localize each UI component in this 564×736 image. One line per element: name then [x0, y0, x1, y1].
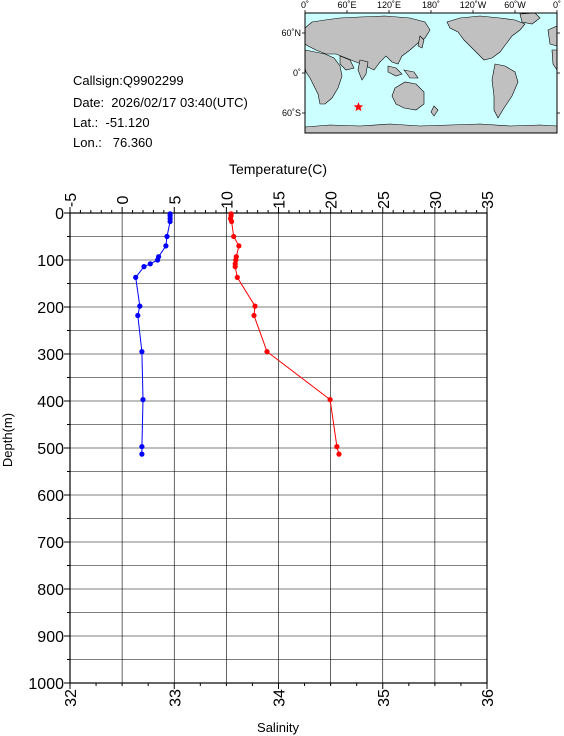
map-lon-label: 60˚W [504, 0, 526, 10]
temperature-data-point [234, 274, 240, 280]
map-lon-label: 120˚E [377, 0, 401, 10]
salinity-data-point [135, 312, 141, 319]
depth-axis-label: Depth(m) [0, 413, 15, 467]
map-lon-label: 120˚W [460, 0, 487, 10]
depth-tick-label: 1000 [28, 676, 64, 693]
salinity-tick-label: 34 [272, 689, 289, 707]
salinity-data-point [164, 233, 170, 240]
map-lat-label: 0˚ [293, 68, 301, 78]
map-lon-label: 0˚ [553, 0, 561, 10]
depth-tick-label: 400 [37, 394, 64, 411]
map-lon-label: 180˚ [422, 0, 440, 10]
salinity-data-point [139, 349, 145, 355]
station-location-marker [353, 102, 364, 112]
salinity-data-point [133, 274, 139, 280]
temperature-data-point [264, 349, 270, 355]
salinity-tick-label: 36 [480, 689, 497, 707]
temperature-tick-label: 5 [167, 195, 184, 204]
salinity-data-point [147, 261, 153, 267]
map-lon-label: 0˚ [301, 0, 309, 10]
latitude-text: Lat.: -51.120 [73, 115, 150, 130]
depth-tick-label: 900 [37, 629, 64, 646]
depth-tick-label: 0 [55, 206, 64, 223]
salinity-data-point [139, 444, 145, 450]
temperature-tick-label: -5 [63, 193, 80, 207]
temperature-tick-label: 0 [115, 195, 132, 204]
temperature-axis-label: Temperature(C) [229, 161, 327, 177]
salinity-data-point [163, 243, 169, 249]
map-lat-label: 60˚S [282, 108, 301, 118]
depth-tick-label: 600 [37, 488, 64, 505]
temperature-data-point [336, 451, 342, 457]
temperature-tick-label: 20 [324, 191, 341, 209]
date-text: Date: 2026/02/17 03:40(UTC) [73, 95, 248, 110]
callsign-text: Callsign:Q9902299 [73, 73, 184, 88]
temperature-profile-line [229, 213, 340, 455]
temperature-tick-label: 10 [219, 191, 236, 209]
temperature-data-point [232, 264, 238, 270]
salinity-tick-label: 33 [167, 689, 184, 707]
salinity-axis-label: Salinity [257, 720, 299, 735]
temperature-data-point [252, 303, 258, 309]
depth-tick-label: 700 [37, 535, 64, 552]
salinity-data-point [167, 218, 173, 225]
temperature-data-point [251, 312, 257, 319]
temperature-data-point [236, 243, 242, 249]
longitude-text: Lon.: 76.360 [73, 135, 153, 150]
salinity-data-point [140, 397, 146, 403]
salinity-data-point [155, 257, 161, 263]
depth-tick-label: 300 [37, 347, 64, 364]
map-lon-label: 60˚E [337, 0, 356, 10]
temperature-tick-label: 30 [428, 191, 445, 209]
depth-tick-label: 500 [37, 441, 64, 458]
depth-tick-label: 200 [37, 300, 64, 317]
temperature-data-point [334, 444, 340, 450]
salinity-data-point [141, 264, 147, 270]
map-land [304, 12, 558, 134]
salinity-data-point [137, 303, 143, 309]
temperature-data-point [231, 233, 237, 240]
temperature-tick-label: 25 [376, 191, 393, 209]
salinity-data-point [139, 451, 145, 457]
depth-tick-label: 100 [37, 253, 64, 270]
temperature-tick-label: 35 [480, 191, 497, 209]
salinity-profile-line [135, 213, 171, 455]
chart-grid [69, 212, 488, 684]
temperature-tick-label: 15 [272, 191, 289, 209]
depth-tick-label: 800 [37, 582, 64, 599]
salinity-tick-label: 32 [63, 689, 80, 707]
map-lat-label: 60˚N [281, 28, 301, 38]
temperature-data-point [229, 218, 235, 225]
salinity-tick-label: 35 [376, 689, 393, 707]
temperature-data-point [327, 397, 333, 403]
